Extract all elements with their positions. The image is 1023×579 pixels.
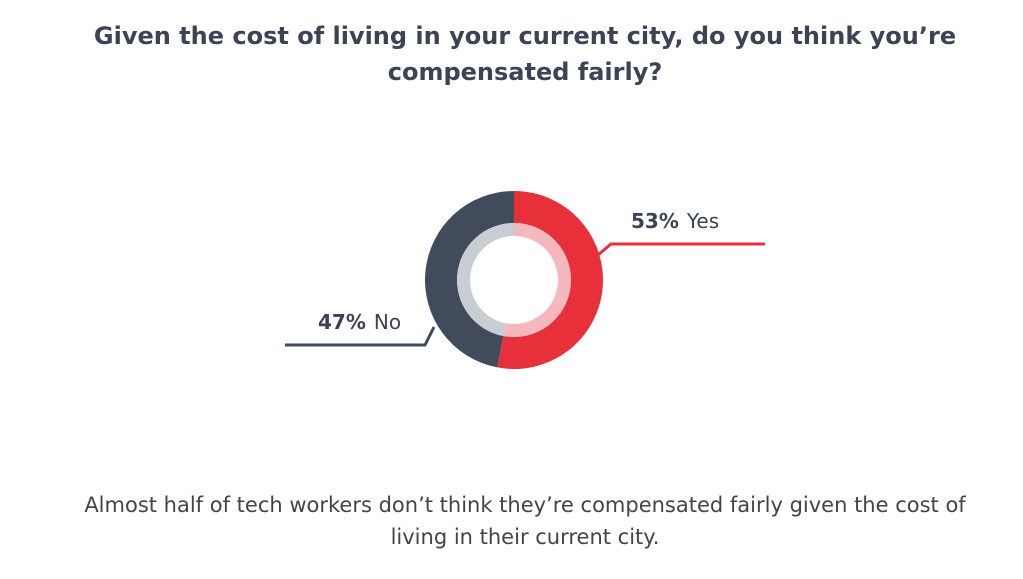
donut-segment	[497, 191, 603, 369]
donut-inner-segment	[503, 223, 571, 337]
category-label: No	[374, 310, 401, 334]
caption: Almost half of tech workers don’t think …	[84, 493, 966, 549]
data-label: 47% No	[318, 310, 401, 334]
donut-inner-segment	[456, 223, 514, 336]
category-label: Yes	[686, 209, 719, 233]
donut-segment	[424, 191, 514, 368]
value-label: 47%	[318, 310, 366, 334]
value-label: 53%	[631, 209, 679, 233]
chart: 53% Yes 47% No	[285, 191, 765, 369]
chart-title: Given the cost of living in your current…	[93, 22, 957, 86]
leader-line	[597, 242, 765, 257]
data-label: 53% Yes	[631, 209, 719, 233]
leader-line	[285, 326, 436, 347]
